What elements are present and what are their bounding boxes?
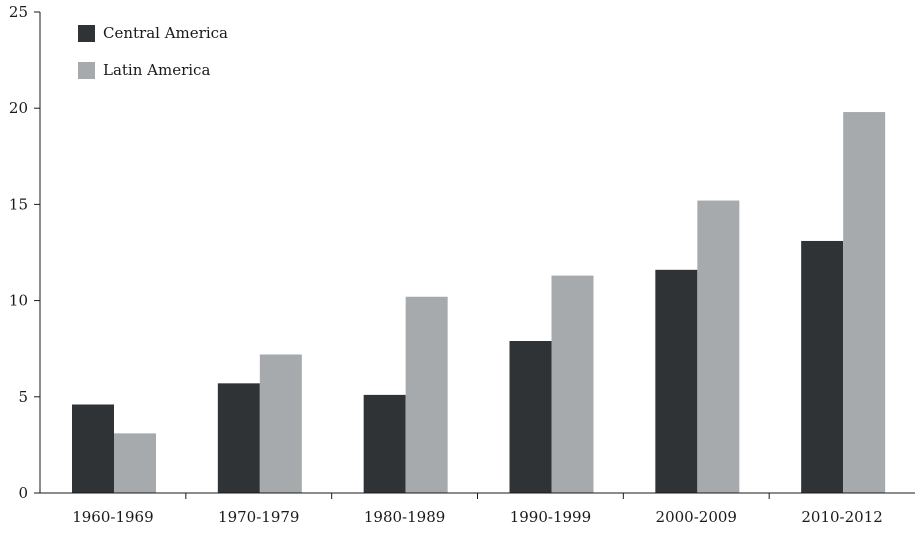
x-tick-label: 2010-2012	[801, 508, 882, 526]
axes-group: 0 5 10 15 20 25 1960-1969 1970-1979 1980-1989 199…	[9, 3, 915, 526]
x-tick-label: 1980-1989	[364, 508, 445, 526]
x-tick-label: 2000-2009	[656, 508, 737, 526]
bar-latin-america-2010-2012	[843, 112, 886, 493]
bar-central-america-2010-2012	[801, 240, 844, 493]
y-tick-label: 25	[9, 3, 28, 21]
bar-latin-america-2000-2009	[697, 200, 740, 493]
bar-latin-america-1960-1969	[114, 433, 156, 493]
bar-central-america-2000-2009	[655, 269, 698, 493]
legend-swatch-central-america	[78, 25, 95, 42]
bar-latin-america-1970-1979	[259, 354, 302, 493]
bar-latin-america-1990-1999	[551, 275, 594, 493]
bar-central-america-1990-1999	[509, 341, 552, 493]
legend: Central America Latin America	[78, 24, 228, 79]
legend-label-central-america: Central America	[103, 24, 228, 42]
y-tick-label: 20	[9, 99, 28, 117]
bars-group	[72, 112, 886, 493]
x-tick-label: 1970-1979	[218, 508, 299, 526]
y-tick-label: 10	[9, 292, 28, 310]
bar-central-america-1980-1989	[363, 394, 406, 493]
bar-central-america-1970-1979	[217, 383, 260, 493]
legend-swatch-latin-america	[78, 62, 95, 79]
y-tick-label: 5	[18, 388, 28, 406]
bar-latin-america-1980-1989	[405, 296, 448, 493]
legend-label-latin-america: Latin America	[103, 61, 210, 79]
bar-central-america-1960-1969	[72, 404, 114, 493]
y-tick-label: 0	[18, 484, 28, 502]
x-tick-label: 1990-1999	[510, 508, 591, 526]
x-tick-label: 1960-1969	[72, 508, 153, 526]
y-tick-label: 15	[9, 195, 28, 213]
